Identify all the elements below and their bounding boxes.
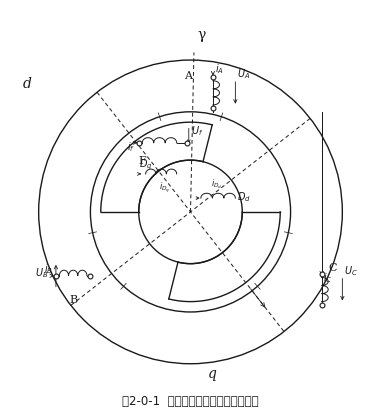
- Text: 图2-0-1  凸极同步电机二本模型示意图: 图2-0-1 凸极同步电机二本模型示意图: [122, 395, 259, 408]
- Text: $U_A$: $U_A$: [237, 67, 250, 81]
- Text: $i_f$: $i_f$: [126, 140, 134, 154]
- Text: A: A: [184, 71, 192, 81]
- Text: $i_{D_q}$: $i_{D_q}$: [159, 180, 171, 195]
- Text: $U_B$: $U_B$: [35, 266, 48, 279]
- Text: $U_C$: $U_C$: [344, 264, 358, 278]
- Text: $U_f$: $U_f$: [190, 124, 203, 138]
- Text: $i_C$: $i_C$: [323, 271, 333, 285]
- Text: q: q: [208, 367, 217, 381]
- Text: d: d: [23, 77, 32, 91]
- Text: C: C: [328, 262, 337, 273]
- Text: $i_A$: $i_A$: [215, 62, 224, 76]
- Text: $i_{D_d}$: $i_{D_d}$: [211, 177, 223, 191]
- Text: B: B: [70, 295, 78, 305]
- Text: $D_d$: $D_d$: [237, 190, 251, 204]
- Text: $D_q$: $D_q$: [139, 157, 152, 172]
- Text: F: F: [139, 156, 146, 166]
- Text: γ: γ: [197, 28, 206, 42]
- Text: $i_B$: $i_B$: [44, 262, 53, 276]
